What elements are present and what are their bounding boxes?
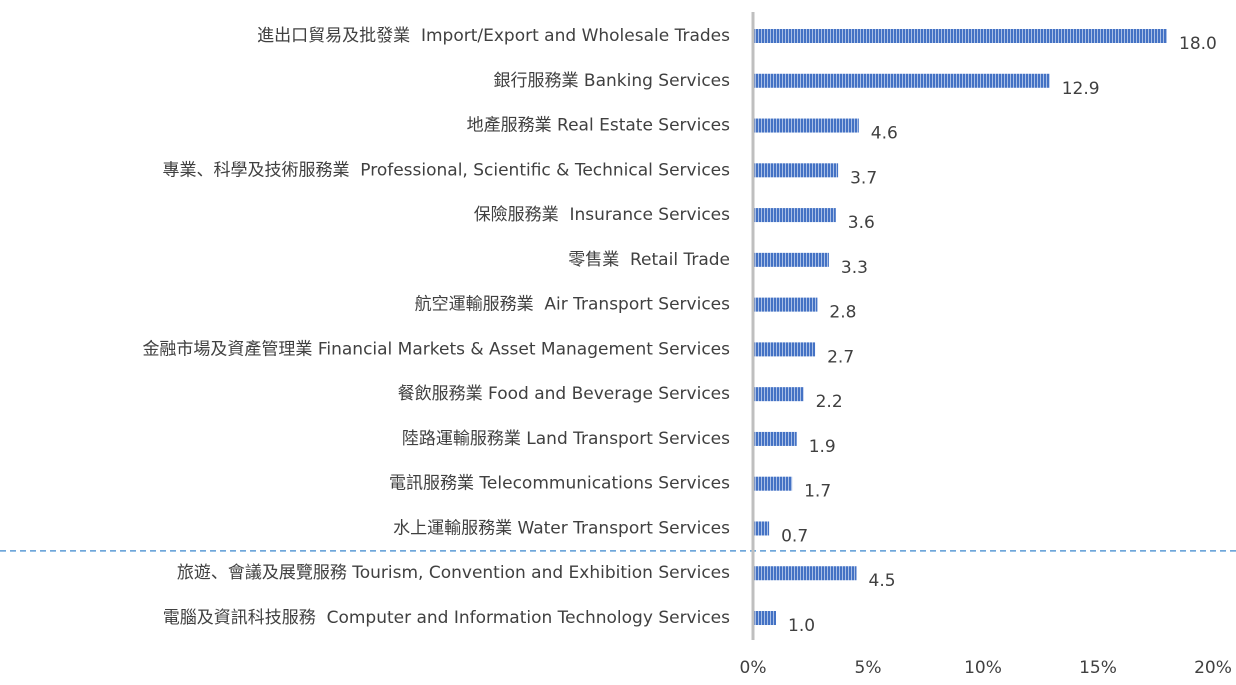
x-tick-label: 0% [740,658,767,678]
bar [753,73,1050,88]
bar [753,521,770,536]
bar [753,163,839,178]
value-label: 3.3 [841,258,868,278]
value-label: 18.0 [1179,34,1217,54]
bar [753,297,818,312]
value-label: 12.9 [1062,79,1100,99]
value-label: 1.0 [788,616,815,636]
x-tick-label: 15% [1079,658,1117,678]
y-tick-label: 餐飲服務業 Food and Beverage Services [398,384,730,404]
bar [753,431,797,446]
bar [753,252,829,267]
y-tick-label: 電訊服務業 Telecommunications Services [389,474,730,494]
y-tick-label: 地產服務業 Real Estate Services [467,116,730,136]
y-tick-label: 水上運輸服務業 Water Transport Services [393,518,730,538]
x-tick-label: 5% [855,658,882,678]
x-tick-label: 20% [1194,658,1232,678]
bar [753,342,816,357]
bar [753,387,804,402]
bar [753,476,793,491]
value-label: 2.2 [816,392,843,412]
y-tick-label: 專業、科學及技術服務業 Professional, Scientific & T… [162,160,730,180]
y-tick-label: 航空運輸服務業 Air Transport Services [415,295,731,315]
bar [753,208,836,223]
y-tick-label: 金融市場及資產管理業 Financial Markets & Asset Man… [142,339,730,359]
y-tick-label: 陸路運輸服務業 Land Transport Services [402,429,730,449]
value-label: 1.7 [804,482,831,502]
value-label: 0.7 [781,526,808,546]
y-tick-label: 零售業 Retail Trade [568,250,730,270]
value-label: 2.7 [827,347,854,367]
bar [753,118,859,133]
y-tick-label: 保險服務業 Insurance Services [474,205,730,225]
y-tick-label: 旅遊、會議及展覽服務 Tourism, Convention and Exhib… [177,563,730,583]
value-label: 3.7 [850,168,877,188]
y-tick-label: 銀行服務業 Banking Services [494,71,731,91]
y-tick-label: 進出口貿易及批發業 Import/Export and Wholesale Tr… [257,26,730,46]
bar [753,611,776,626]
bar [753,29,1167,43]
y-tick-label: 電腦及資訊科技服務 Computer and Information Techn… [163,608,730,628]
bar [753,566,857,581]
x-tick-label: 10% [964,658,1002,678]
value-label: 4.6 [871,124,898,144]
value-label: 3.6 [848,213,875,233]
value-label: 1.9 [809,437,836,457]
value-label: 2.8 [829,303,856,323]
value-label: 4.5 [869,571,896,591]
